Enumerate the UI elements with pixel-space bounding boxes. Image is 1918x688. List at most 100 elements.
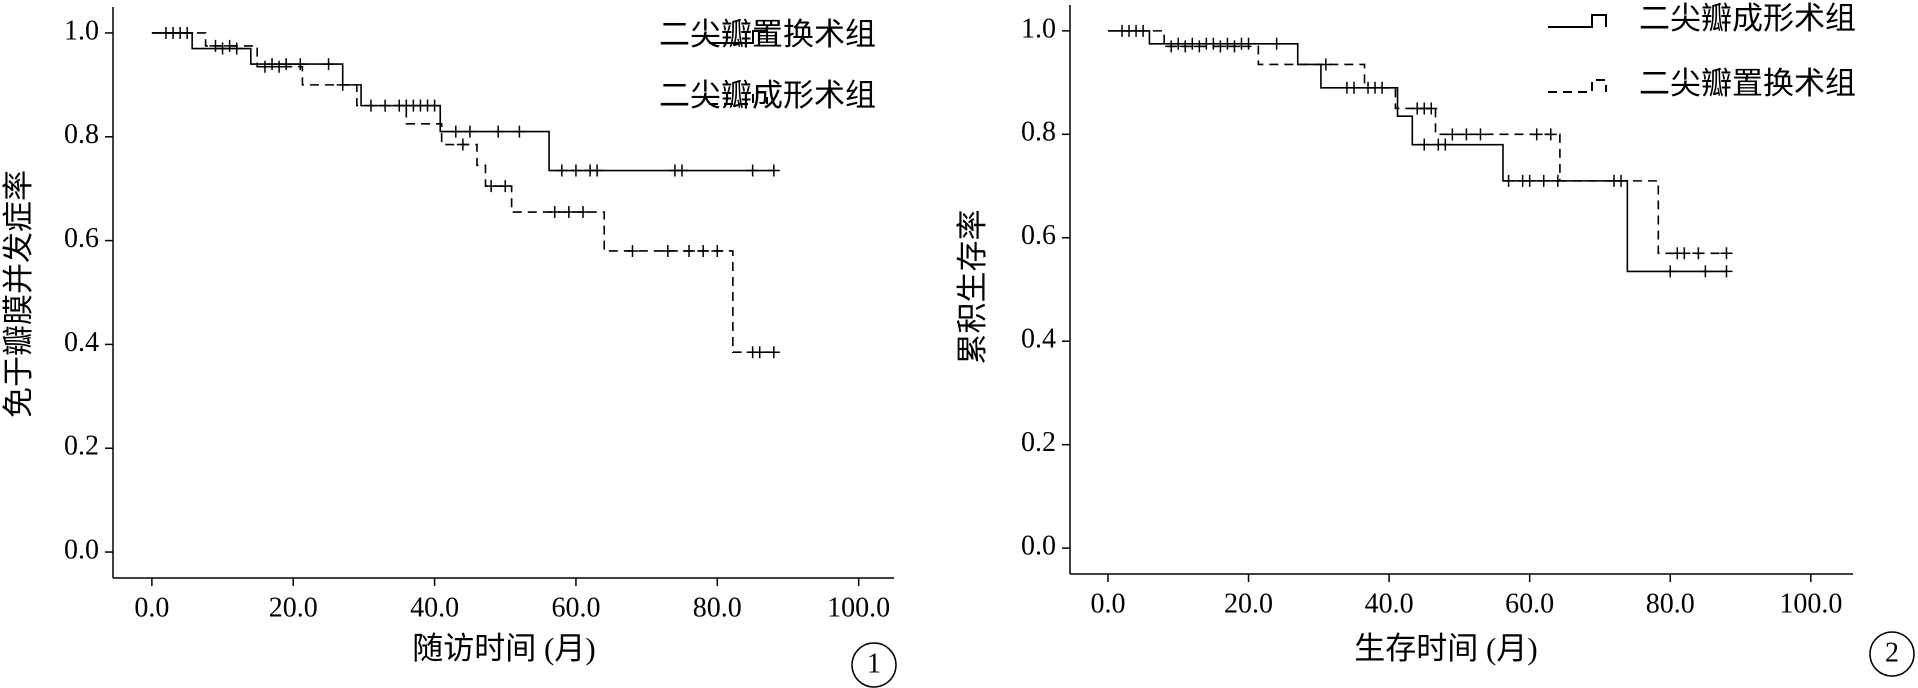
x-tick-label: 40.0 xyxy=(410,592,459,623)
censor-mark xyxy=(697,244,710,257)
censor-mark xyxy=(322,58,335,71)
survival-curve xyxy=(1107,30,1727,273)
censor-mark xyxy=(555,164,568,177)
x-tick-label: 20.0 xyxy=(269,592,318,623)
censor-mark xyxy=(492,125,505,138)
legend-swatch xyxy=(709,30,768,44)
y-axis-title: 免于瓣膜并发症率 xyxy=(1,170,36,418)
censor-mark xyxy=(1179,40,1192,53)
censor-mark xyxy=(1530,128,1543,141)
censor-mark xyxy=(1270,37,1283,50)
y-tick-label: 0.6 xyxy=(64,223,99,254)
x-tick-label: 80.0 xyxy=(693,592,742,623)
censor-mark xyxy=(767,164,780,177)
censor-mark xyxy=(428,99,441,112)
x-tick-label: 40.0 xyxy=(1365,588,1414,619)
censor-mark xyxy=(1228,40,1241,53)
censor-mark xyxy=(209,39,222,52)
censor-mark xyxy=(753,346,766,359)
legend-swatch xyxy=(1548,79,1607,93)
censor-mark xyxy=(1692,247,1705,260)
censor-mark xyxy=(280,58,293,71)
censor-mark xyxy=(1425,102,1438,115)
censor-mark xyxy=(1664,265,1677,278)
panel-circle xyxy=(1869,631,1915,677)
y-tick-label: 0.4 xyxy=(64,327,99,358)
x-tick-label: 60.0 xyxy=(551,592,600,623)
panel-circle xyxy=(851,642,897,688)
x-axis-title: 生存时间 (月) xyxy=(1354,631,1537,666)
legend-label: 二尖瓣置换术组 xyxy=(1639,66,1856,101)
legend-label: 二尖瓣置换术组 xyxy=(659,17,876,52)
x-tick-label: 20.0 xyxy=(1224,588,1273,619)
censor-mark xyxy=(463,125,476,138)
legend-label: 二尖瓣成形术组 xyxy=(1639,1,1856,36)
censor-mark xyxy=(1537,174,1550,187)
censor-mark xyxy=(273,60,286,73)
y-tick-label: 1.0 xyxy=(64,15,99,46)
censor-mark xyxy=(1207,37,1220,50)
censor-mark xyxy=(746,164,759,177)
censor-mark xyxy=(456,138,469,151)
censor-mark xyxy=(1221,37,1234,50)
survival-curve xyxy=(151,32,774,172)
censor-mark xyxy=(548,206,561,219)
censor-mark xyxy=(336,78,349,91)
censor-mark xyxy=(485,180,498,193)
y-tick-label: 1.0 xyxy=(1021,13,1056,44)
censor-mark xyxy=(591,164,604,177)
censor-mark xyxy=(1502,174,1515,187)
censor-mark xyxy=(499,180,512,193)
x-tick-label: 100.0 xyxy=(827,592,890,623)
censor-mark xyxy=(711,244,724,257)
censor-mark xyxy=(767,346,780,359)
censor-mark xyxy=(1678,247,1691,260)
censor-mark xyxy=(1193,40,1206,53)
censor-mark xyxy=(1699,265,1712,278)
censor-mark xyxy=(569,164,582,177)
panel-label: 1 xyxy=(867,648,881,679)
censor-mark xyxy=(1165,40,1178,53)
censor-mark xyxy=(1460,128,1473,141)
censor-mark xyxy=(1523,174,1536,187)
censor-mark xyxy=(258,60,271,73)
censor-mark xyxy=(1439,138,1452,151)
censor-mark xyxy=(1720,265,1733,278)
x-tick-label: 80.0 xyxy=(1646,588,1695,619)
x-tick-label: 100.0 xyxy=(1779,588,1842,619)
censor-mark xyxy=(1720,247,1733,260)
censor-mark xyxy=(1347,81,1360,94)
censor-mark xyxy=(449,125,462,138)
censor-mark xyxy=(1319,58,1332,71)
censor-mark xyxy=(577,206,590,219)
censor-mark xyxy=(1446,128,1459,141)
y-tick-label: 0.0 xyxy=(64,534,99,565)
x-axis-title: 随访时间 (月) xyxy=(412,631,595,666)
y-tick-label: 0.8 xyxy=(64,119,99,150)
x-tick-label: 60.0 xyxy=(1505,588,1554,619)
censor-mark xyxy=(223,39,236,52)
panel-label: 2 xyxy=(1885,637,1899,668)
censor-mark xyxy=(1544,128,1557,141)
y-tick-label: 0.2 xyxy=(1021,427,1056,458)
survival-curve xyxy=(151,32,774,353)
censor-mark xyxy=(626,244,639,257)
censor-mark xyxy=(1474,128,1487,141)
legend-swatch xyxy=(1548,14,1607,28)
censor-mark xyxy=(230,42,243,55)
censor-mark xyxy=(216,42,229,55)
x-tick-label: 0.0 xyxy=(1090,588,1125,619)
y-tick-label: 0.6 xyxy=(1021,220,1056,251)
censor-mark xyxy=(675,164,688,177)
x-tick-label: 0.0 xyxy=(134,592,169,623)
censor-mark xyxy=(683,244,696,257)
y-tick-label: 0.4 xyxy=(1021,324,1056,355)
legend-label: 二尖瓣成形术组 xyxy=(659,78,876,113)
censor-mark xyxy=(513,125,526,138)
survival-curve xyxy=(1107,30,1727,255)
censor-mark xyxy=(294,58,307,71)
y-tick-label: 0.2 xyxy=(64,431,99,462)
y-tick-label: 0.0 xyxy=(1021,531,1056,562)
censor-mark xyxy=(266,58,279,71)
